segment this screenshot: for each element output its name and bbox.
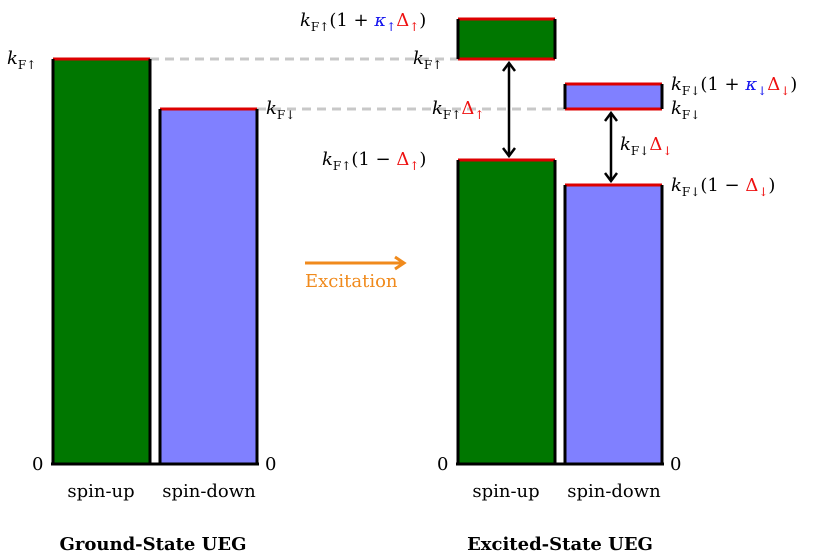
- ground-state-title: Ground-State UEG: [60, 534, 247, 555]
- excited-spin-down-label: spin-down: [567, 481, 661, 502]
- ground-zero-left: 0: [32, 454, 43, 475]
- ground-spin-down-label: spin-down: [162, 481, 256, 502]
- excited-up-level-label: kF↑: [413, 48, 442, 72]
- excited-down-level-label: kF↓: [671, 98, 700, 122]
- ground-kf-down-label: kF↓: [266, 98, 295, 122]
- excited-spin-up-shell: [458, 19, 555, 59]
- ground-spin-up-bar: [53, 59, 150, 464]
- excited-up-bottom-label: kF↑(1 − Δ↑): [322, 149, 426, 173]
- excited-state-title: Excited-State UEG: [467, 534, 653, 555]
- excitation-arrow: [305, 255, 407, 271]
- spin-down-gap-arrow: [604, 110, 618, 184]
- ground-spin-up-label: spin-up: [67, 481, 134, 502]
- excited-up-gap-label: kF↑Δ↑: [432, 98, 484, 122]
- excited-zero-left: 0: [437, 454, 448, 475]
- excited-spin-down-bar: [565, 185, 662, 464]
- spin-up-gap-arrow: [502, 60, 516, 159]
- excited-down-top-label: kF↓(1 + κ↓Δ↓): [671, 74, 797, 98]
- excited-down-gap-label: kF↓Δ↓: [620, 134, 672, 158]
- excited-up-top-label: kF↑(1 + κ↑Δ↑): [300, 10, 426, 34]
- ground-zero-right: 0: [265, 454, 276, 475]
- ground-kf-up-label: kF↑: [7, 48, 36, 72]
- excited-down-bottom-label: kF↓(1 − Δ↓): [671, 175, 775, 199]
- excited-spin-up-label: spin-up: [472, 481, 539, 502]
- excited-zero-right: 0: [670, 454, 681, 475]
- excitation-label: Excitation: [305, 271, 398, 292]
- excited-spin-down-shell: [565, 84, 662, 109]
- ground-spin-down-bar: [160, 109, 257, 464]
- excited-spin-up-bar: [458, 160, 555, 464]
